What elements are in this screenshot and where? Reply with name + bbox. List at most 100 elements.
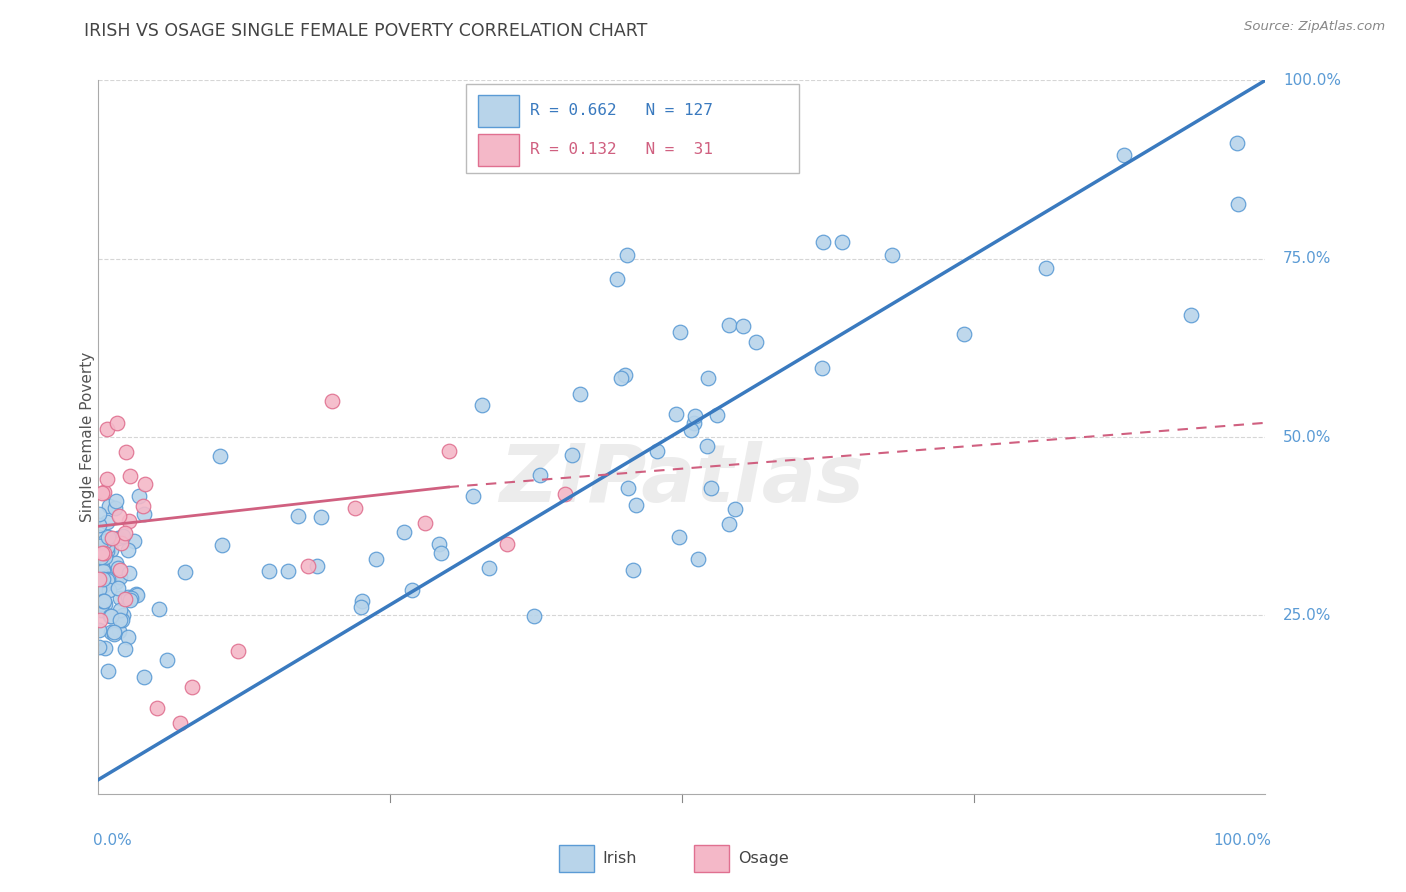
Point bbox=[683, 409, 706, 423]
Point bbox=[117, 591, 139, 605]
Point bbox=[105, 417, 128, 431]
Point bbox=[471, 398, 494, 412]
Point bbox=[105, 556, 128, 570]
Point bbox=[107, 581, 129, 595]
Point bbox=[96, 515, 118, 529]
Point bbox=[700, 482, 723, 496]
Point bbox=[1226, 136, 1249, 151]
Text: 100.0%: 100.0% bbox=[1282, 73, 1341, 87]
Point bbox=[93, 546, 115, 560]
Point bbox=[91, 593, 114, 607]
Point bbox=[93, 546, 115, 560]
Point bbox=[93, 485, 115, 500]
Point bbox=[180, 680, 202, 694]
Point bbox=[108, 603, 131, 617]
Point bbox=[112, 607, 135, 622]
Point bbox=[461, 489, 484, 503]
Point bbox=[606, 271, 628, 285]
Point bbox=[880, 248, 903, 262]
Point bbox=[97, 499, 120, 513]
Point bbox=[344, 501, 367, 516]
Point bbox=[610, 371, 633, 385]
Point bbox=[94, 641, 117, 656]
Point bbox=[554, 487, 576, 501]
Point bbox=[1114, 147, 1136, 161]
Point bbox=[1043, 59, 1066, 73]
Point bbox=[125, 587, 148, 601]
Point bbox=[91, 485, 114, 500]
Point bbox=[128, 490, 150, 504]
Text: R = 0.132   N =  31: R = 0.132 N = 31 bbox=[530, 142, 713, 157]
Point bbox=[114, 641, 136, 656]
Point bbox=[96, 472, 118, 486]
Point bbox=[696, 439, 718, 453]
Point bbox=[437, 444, 460, 458]
Point bbox=[731, 318, 754, 333]
Point bbox=[108, 570, 131, 584]
Point bbox=[96, 544, 118, 558]
Point bbox=[89, 517, 111, 532]
Text: Osage: Osage bbox=[738, 851, 789, 866]
Point bbox=[114, 591, 136, 606]
Point bbox=[616, 248, 638, 262]
Point bbox=[93, 594, 115, 608]
Point bbox=[134, 507, 156, 521]
Point bbox=[118, 514, 141, 528]
Point bbox=[105, 575, 128, 590]
Point bbox=[413, 516, 436, 530]
Point bbox=[718, 516, 741, 531]
Point bbox=[120, 591, 142, 606]
Point bbox=[745, 335, 768, 350]
Y-axis label: Single Female Poverty: Single Female Poverty bbox=[80, 352, 94, 522]
Point bbox=[94, 534, 117, 549]
Point bbox=[697, 371, 720, 385]
Point bbox=[146, 701, 169, 715]
Point bbox=[523, 608, 546, 623]
Point bbox=[91, 546, 114, 560]
Point bbox=[623, 563, 645, 577]
Point bbox=[87, 572, 110, 586]
Point bbox=[228, 644, 250, 658]
Point bbox=[108, 613, 131, 627]
Point bbox=[831, 235, 853, 249]
Point bbox=[208, 449, 231, 463]
Point bbox=[96, 575, 118, 590]
Point bbox=[96, 422, 118, 436]
Point bbox=[1035, 261, 1057, 276]
Point bbox=[100, 625, 122, 640]
Point bbox=[89, 540, 111, 554]
Point bbox=[813, 235, 835, 250]
Point bbox=[350, 594, 373, 608]
Point bbox=[96, 573, 118, 587]
Point bbox=[101, 531, 124, 545]
Point bbox=[97, 530, 120, 544]
Point bbox=[89, 530, 111, 544]
Point bbox=[1227, 197, 1250, 211]
Bar bbox=[478, 95, 519, 127]
Point bbox=[111, 613, 134, 627]
Point bbox=[430, 546, 453, 560]
Point bbox=[287, 509, 309, 524]
Point bbox=[679, 423, 702, 437]
Text: 50.0%: 50.0% bbox=[1282, 430, 1331, 444]
Point bbox=[90, 550, 112, 565]
Text: IRISH VS OSAGE SINGLE FEMALE POVERTY CORRELATION CHART: IRISH VS OSAGE SINGLE FEMALE POVERTY COR… bbox=[84, 22, 648, 40]
Point bbox=[91, 572, 114, 586]
FancyBboxPatch shape bbox=[465, 84, 799, 173]
Point bbox=[96, 541, 118, 555]
Text: 100.0%: 100.0% bbox=[1213, 833, 1271, 848]
Point bbox=[1180, 308, 1202, 322]
Point bbox=[90, 603, 112, 617]
Text: 25.0%: 25.0% bbox=[1282, 608, 1331, 623]
Point bbox=[104, 500, 127, 515]
Point bbox=[98, 609, 121, 624]
Point bbox=[297, 558, 319, 573]
Point bbox=[105, 494, 128, 508]
Point bbox=[645, 443, 668, 458]
Point bbox=[115, 445, 138, 459]
Point bbox=[117, 542, 139, 557]
Point bbox=[112, 529, 135, 543]
Point bbox=[90, 597, 112, 611]
Point bbox=[496, 537, 519, 551]
Point bbox=[94, 598, 117, 612]
